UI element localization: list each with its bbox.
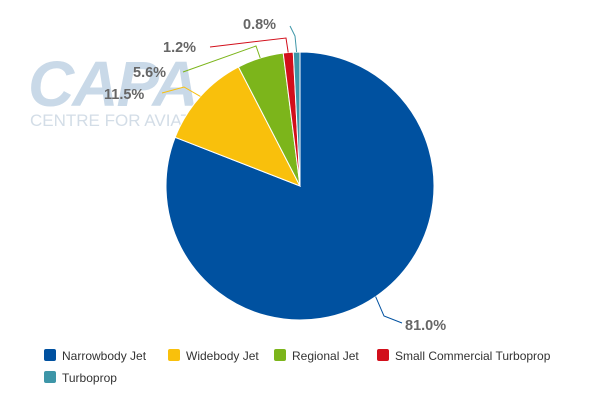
data-label-turboprop: 0.8%: [243, 17, 276, 33]
legend-swatch-turboprop: [44, 371, 56, 383]
legend-label-regional-jet: Regional Jet: [292, 349, 359, 363]
legend-item-widebody-jet[interactable]: Widebody Jet: [168, 349, 259, 363]
legend-item-narrowbody-jet[interactable]: Narrowbody Jet: [44, 349, 147, 363]
leader-line-narrowbody-jet: [375, 296, 403, 324]
watermark-logo: CAPA: [28, 48, 197, 120]
legend: Narrowbody Jet Widebody Jet Regional Jet Sm…: [44, 349, 551, 385]
legend-item-regional-jet[interactable]: Regional Jet: [274, 349, 359, 363]
legend-label-widebody-jet: Widebody Jet: [186, 349, 259, 363]
legend-label-small-commercial-turboprop: Small Commercial Turboprop: [395, 349, 551, 363]
data-label-widebody-jet: 11.5%: [104, 87, 144, 103]
legend-swatch-regional-jet: [274, 349, 286, 361]
leader-line-regional-jet: [182, 45, 261, 73]
leader-line-small-commercial-turboprop: [209, 37, 289, 53]
leader-line-widebody-jet: [161, 86, 201, 97]
legend-label-turboprop: Turboprop: [62, 371, 117, 385]
legend-swatch-narrowbody-jet: [44, 349, 56, 361]
legend-item-small-commercial-turboprop[interactable]: Small Commercial Turboprop: [377, 349, 551, 363]
pie-slices: [165, 51, 435, 321]
data-label-narrowbody-jet: 81.0%: [405, 318, 446, 334]
pie-slice-widebody-jet: [174, 66, 302, 187]
legend-swatch-small-commercial-turboprop: [377, 349, 389, 361]
watermark-tagline: CENTRE FOR AVIATION: [30, 111, 221, 130]
legend-label-narrowbody-jet: Narrowbody Jet: [62, 349, 147, 363]
leader-lines: [161, 25, 403, 324]
legend-item-turboprop[interactable]: Turboprop: [44, 371, 117, 385]
leader-line-turboprop: [289, 25, 298, 53]
pie-slice-turboprop: [292, 51, 301, 187]
capa-watermark: CAPA CENTRE FOR AVIATION: [28, 48, 221, 130]
data-label-regional-jet: 5.6%: [133, 65, 166, 81]
data-label-small-commercial-turboprop: 1.2%: [163, 40, 196, 56]
data-labels: 81.0% 11.5% 5.6% 1.2% 0.8%: [104, 17, 446, 334]
legend-swatch-widebody-jet: [168, 349, 180, 361]
